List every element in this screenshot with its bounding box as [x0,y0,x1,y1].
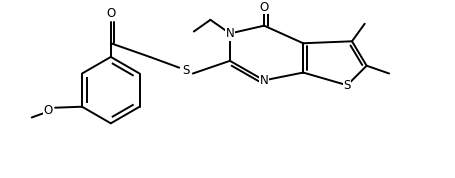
Text: O: O [106,7,116,20]
Text: S: S [182,64,190,77]
Text: O: O [44,104,53,117]
Text: O: O [259,1,269,14]
Text: N: N [260,74,268,87]
Text: N: N [226,27,234,40]
Text: S: S [344,79,351,92]
